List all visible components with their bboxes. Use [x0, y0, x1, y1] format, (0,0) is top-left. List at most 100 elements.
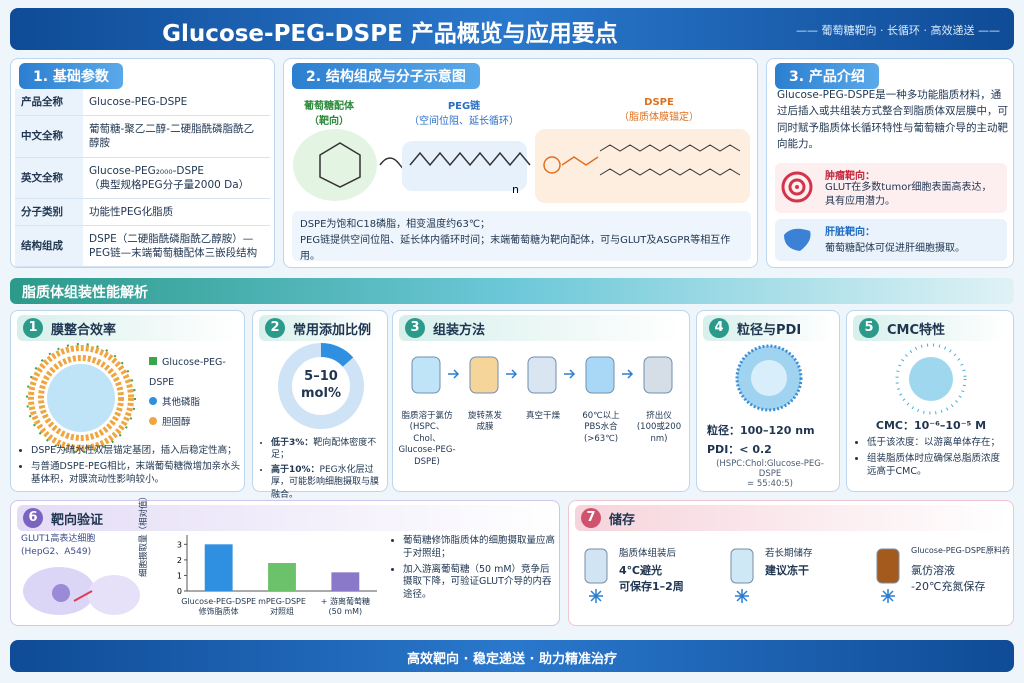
legend-item: Glucose-PEG-DSPE: [149, 353, 244, 393]
step-label: 旋转蒸发 成膜: [467, 411, 502, 433]
item-text: GLUT在多数tumor细胞表面高表达，具有应用潜力。: [825, 182, 992, 207]
row-value: DSPE（二硬脂酰磷脂酰乙醇胺）— PEG链—末端葡萄糖配体三嵌段结构: [83, 225, 270, 268]
step-arrow: [564, 369, 576, 379]
peg-chain: [409, 151, 531, 167]
storage-icon-body: [730, 548, 754, 584]
bullet: 高于10%：PEG水化层过厚，可能影响细胞摄取与膜融合。: [271, 464, 385, 500]
card-title: 5 CMC特性: [853, 315, 1007, 341]
panel-title: 1. 基础参数: [19, 63, 123, 89]
item-title: 肝脏靶向：: [825, 227, 875, 238]
glucose-name: 葡萄糖配体: [304, 101, 354, 112]
step-icon-body: [411, 356, 441, 394]
glucose-ring: [319, 142, 361, 188]
card-title: 4 粒径与PDI: [703, 315, 833, 341]
note: DSPE为饱和C18磷脂，相变温度约63℃；: [300, 219, 491, 230]
phosphate: [543, 156, 561, 174]
step-icon-body: [527, 356, 557, 394]
section-title: 脂质体组装性能解析: [22, 285, 148, 301]
card-title: 1 膜整合效率: [17, 315, 238, 341]
legend-label: 其他磷脂: [162, 396, 201, 408]
row-key: 英文全称: [15, 157, 83, 199]
legend-item: 其他磷脂: [149, 393, 244, 413]
pdi: PDI：< 0.2: [707, 443, 772, 457]
cell-label: GLUT1高表达细胞 (HepG2、A549): [21, 534, 96, 557]
x-tick-label: Glucose-PEG-DSPE 修饰脂质体: [181, 597, 257, 617]
bullets: 低于该浓度：以游离单体存在； 组装脂质体时应确保总脂质浓度远高于CMC。: [855, 437, 1009, 481]
liposome: [26, 343, 136, 453]
card-title-text: 组装方法: [433, 322, 486, 338]
snowflake: [589, 589, 603, 603]
y-tick-label: 1: [177, 571, 182, 580]
bullet-label: 高于10%：: [271, 465, 320, 476]
table-row: 产品全称 Glucose-PEG-DSPE: [15, 89, 270, 117]
intro-item: 肿瘤靶向： GLUT在多数tumor细胞表面高表达，具有应用潜力。: [775, 163, 1007, 213]
item-text: 葡萄糖配体可促进肝细胞摄取。: [825, 243, 965, 254]
cmc-card: 5 CMC特性 CMC：10⁻⁶–10⁻⁵ M 低于该浓度：以游离单体存在； 组装…: [846, 310, 1014, 492]
ratio-number: 5–10: [304, 369, 338, 384]
structure-notes: DSPE为饱和C18磷脂，相变温度约63℃； PEG链提供空间位阻、延长体内循环…: [292, 211, 751, 262]
table-row: 英文全称 Glucose-PEG₂₀₀₀-DSPE （典型规格PEG分子量2000…: [15, 157, 270, 199]
item-title: 肿瘤靶向：: [825, 171, 875, 182]
size-values: 粒径：100–120 nm PDI：< 0.2: [707, 421, 815, 460]
storage-icon-body: [876, 548, 900, 584]
bullet: DSPE为疏水性双层锚定基团，插入后稳定性高；: [31, 445, 241, 458]
intro-panel: 3. 产品介绍 Glucose-PEG-DSPE是一种多功能脂质材料，通过后插入…: [766, 58, 1014, 268]
storage-icon: [730, 548, 754, 603]
step-icon: [527, 356, 557, 394]
table-row: 分子类别 功能性PEG化脂质: [15, 198, 270, 227]
card-number: 3: [405, 318, 425, 338]
header-subtitle: —— 葡萄糖靶向 · 长循环 · 高效递送 ——: [796, 24, 1000, 37]
step-label: 脂质溶于氯仿 (HSPC、Chol、 Glucose-PEG-DSPE): [398, 411, 456, 467]
step-icon-body: [585, 356, 615, 394]
x-tick-label: + 游离葡萄糖 (50 mM): [320, 597, 370, 617]
footer-text: 高效靶向 · 稳定递送 · 助力精准治疗: [407, 652, 617, 667]
peg-halo: [402, 141, 527, 191]
dspe-label: DSPE （脂质体膜锚定）: [604, 97, 714, 123]
y-tick-label: 2: [177, 556, 182, 565]
bullet: 加入游离葡萄糖（50 mM）竞争后摄取下降，可验证GLUT介导的内吞途径。: [403, 564, 555, 602]
bullets: DSPE为疏水性双层锚定基团，插入后稳定性高； 与普通DSPE-PEG相比，末端…: [19, 445, 241, 489]
header: Glucose-PEG-DSPE 产品概览与应用要点 —— 葡萄糖靶向 · 长循…: [10, 8, 1014, 50]
storage-text: 建议冻干: [765, 564, 809, 577]
size: 粒径：100–120 nm: [707, 424, 815, 437]
storage-text: 氯仿溶液 -20℃充氮保存: [911, 564, 986, 593]
liver-icon: [784, 228, 811, 251]
snowflake: [735, 589, 749, 603]
glucose-role: （靶向）: [309, 116, 349, 127]
step-label: 60℃以上 PBS水合 (>63℃): [582, 411, 620, 444]
method-card: 3 组装方法 脂质溶于氯仿 (HSPC、Chol、 Glucose-PEG-DSP…: [392, 310, 690, 492]
card-title-text: CMC特性: [887, 322, 946, 338]
card-title: 6 靶向验证: [17, 505, 557, 531]
header-title: Glucose-PEG-DSPE 产品概览与应用要点: [162, 21, 618, 47]
step-arrow: [506, 369, 518, 379]
card-number: 2: [265, 318, 285, 338]
peg-n: n: [512, 183, 519, 196]
row-key: 分子类别: [15, 198, 83, 227]
card-title: 7 储存: [575, 505, 1007, 531]
arrow: [506, 369, 518, 379]
micelle: [895, 343, 967, 415]
cmc-value: CMC：10⁻⁶–10⁻⁵ M: [875, 419, 987, 432]
storage-icon: [584, 548, 608, 603]
legend: Glucose-PEG-DSPE 其他磷脂 胆固醇: [149, 353, 244, 433]
legend-label: 胆固醇: [162, 416, 191, 428]
dspe-role: （脂质体膜锚定）: [619, 112, 699, 123]
panel-title: 2. 结构组成与分子示意图: [292, 63, 480, 89]
legend-item: 胆固醇: [149, 413, 244, 433]
row-value: Glucose-PEG-DSPE: [83, 89, 270, 117]
tail-2: [599, 168, 741, 176]
step-icon: [585, 356, 615, 394]
target-icon: [781, 171, 813, 203]
bar: [268, 563, 296, 591]
peg-label: PEG链 （空间位阻、延长循环）: [394, 97, 534, 127]
storage-icon-body: [584, 548, 608, 584]
peg-role: （空间位阻、延长循环）: [409, 116, 519, 127]
card-title: 2 常用添加比例: [259, 315, 381, 341]
bullet: 低于该浓度：以游离单体存在；: [867, 437, 1009, 450]
peg-name: PEG链: [447, 101, 481, 112]
dspe-halo: [535, 129, 750, 203]
arrow: [448, 369, 460, 379]
bullet-text: PEG水化层过厚，可能影响细胞摄取与膜融合。: [271, 465, 380, 500]
membrane-card: 1 膜整合效率 Glucose-PEG-DSPE 其他磷脂 胆固醇 DSPE为疏水…: [10, 310, 245, 492]
donut: [278, 342, 364, 429]
